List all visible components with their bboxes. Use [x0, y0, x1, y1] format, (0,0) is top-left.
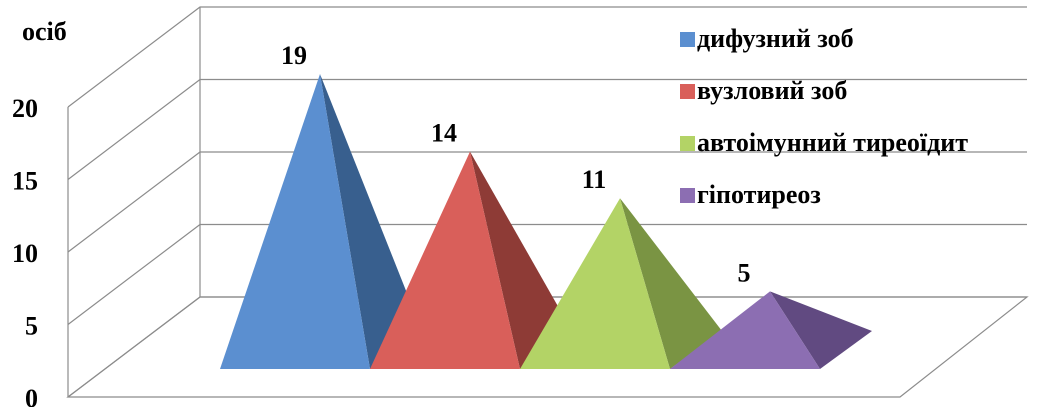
legend: дифузний зоб вузловий зоб автоімунний тире…: [680, 24, 968, 209]
legend-swatch: [680, 84, 695, 99]
data-labels: 19 14 11 5: [281, 41, 751, 287]
pyramid-side-face: [770, 291, 872, 369]
gridline: [67, 6, 1027, 108]
y-tick-label: 0: [25, 384, 38, 407]
legend-item: автоімунний тиреоїдит: [680, 128, 968, 157]
legend-item: вузловий зоб: [680, 76, 847, 105]
y-tick-label: 5: [25, 312, 38, 341]
pyramid-side-face: [620, 198, 722, 369]
pyramid-front-face: [220, 74, 370, 369]
legend-label: вузловий зоб: [697, 76, 847, 105]
y-tick-label: 20: [12, 94, 38, 123]
legend-swatch: [680, 188, 695, 203]
legend-item: дифузний зоб: [680, 24, 854, 53]
pyramid-front-face: [370, 151, 520, 369]
legend-label: автоімунний тиреоїдит: [697, 128, 968, 157]
pyramid: [220, 74, 422, 369]
data-label: 11: [582, 165, 607, 194]
pyramid: [370, 151, 572, 369]
pyramids: [220, 74, 872, 369]
y-tick-label: 15: [12, 167, 38, 196]
legend-label: дифузний зоб: [697, 24, 854, 53]
legend-swatch: [680, 136, 695, 151]
pyramid: [670, 291, 872, 369]
legend-item: гіпотиреоз: [680, 180, 821, 209]
y-axis-label: осіб: [22, 17, 67, 46]
data-label: 14: [431, 119, 457, 148]
y-tick-label: 10: [12, 239, 38, 268]
pyramid-front-face: [520, 198, 670, 369]
y-axis-ticks: 0 5 10 15 20: [12, 94, 38, 407]
legend-swatch: [680, 32, 695, 47]
pyramid-front-face: [670, 291, 820, 369]
gridline: [67, 151, 1027, 253]
gridlines: [67, 6, 1027, 398]
legend-label: гіпотиреоз: [697, 180, 821, 209]
data-label: 19: [281, 41, 307, 70]
pyramid-side-face: [320, 74, 422, 369]
pyramid: [520, 198, 722, 369]
pyramid-side-face: [470, 151, 572, 369]
data-label: 5: [738, 258, 751, 287]
